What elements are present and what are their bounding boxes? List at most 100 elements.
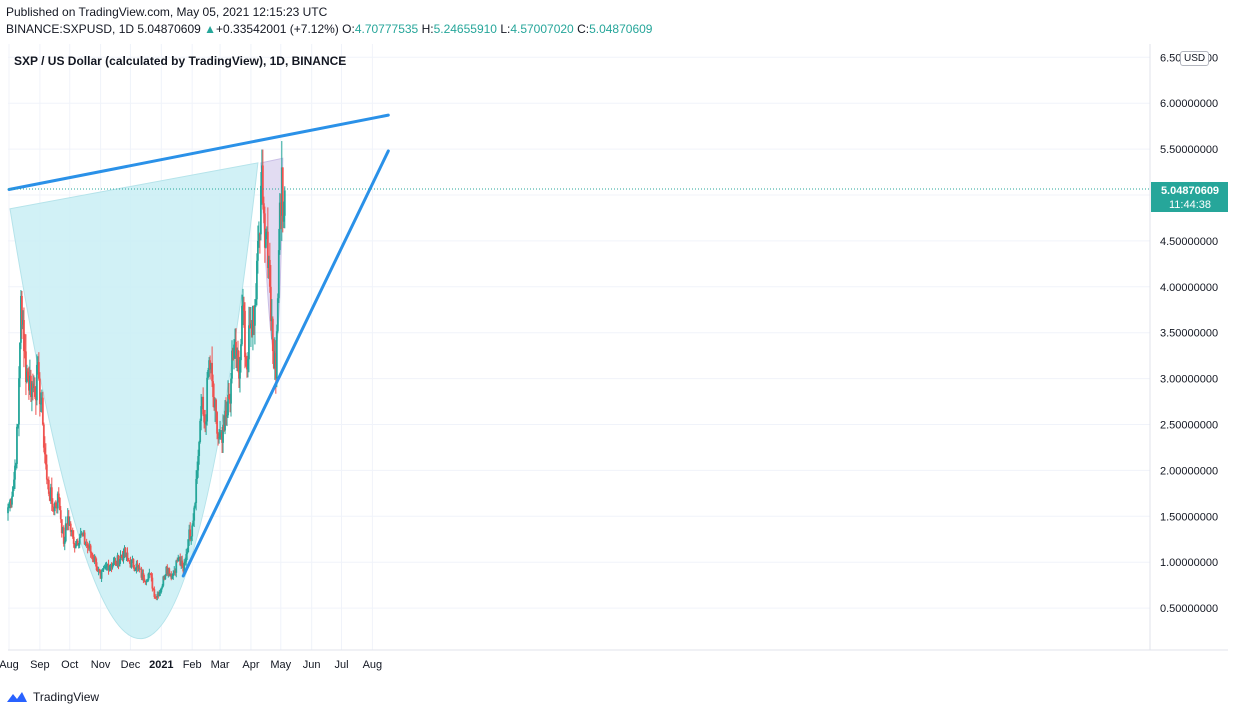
close-label: C: <box>577 22 590 36</box>
candle-body <box>75 540 78 546</box>
change-value: +0.33542001 (+7.12%) <box>216 22 339 36</box>
candle-body <box>117 555 120 567</box>
candle-body <box>222 424 224 443</box>
candle-body <box>249 325 251 328</box>
y-tick-label: 4.00000000 <box>1160 282 1218 294</box>
price-tag-value: 5.04870609 <box>1161 185 1219 197</box>
candle-body <box>254 305 256 326</box>
candle-body <box>113 561 116 563</box>
candle-body <box>138 566 141 569</box>
candle-body <box>233 344 235 358</box>
last-price-tag: 5.04870609 11:44:38 <box>1151 182 1228 212</box>
candle-body <box>54 503 57 507</box>
candle-body <box>259 185 262 235</box>
candle-body <box>19 342 21 379</box>
x-tick-label: Jul <box>334 659 348 671</box>
candle-body <box>126 552 129 558</box>
x-tick-label: Aug <box>0 659 19 671</box>
candle-body <box>238 358 240 379</box>
candle-body <box>118 560 121 567</box>
candle-body <box>39 403 42 405</box>
candle-body <box>60 519 63 534</box>
candle-body <box>10 500 12 505</box>
candle-body <box>251 323 253 336</box>
candle-body <box>194 503 197 508</box>
x-tick-label: Mar <box>211 659 230 671</box>
candle-body <box>84 544 87 546</box>
candle-body <box>280 167 283 216</box>
candle-body <box>87 547 90 549</box>
candle-body <box>7 507 9 514</box>
candle-body <box>262 203 265 214</box>
candle-body <box>270 318 273 322</box>
candle-body <box>72 536 75 544</box>
candle-body <box>244 310 246 358</box>
candle-body <box>29 375 31 391</box>
candle-body <box>176 560 179 562</box>
time-axis[interactable]: Aug Sep Oct Nov Dec 2021 Feb Mar Apr May Jun Jul Aug <box>0 659 382 671</box>
currency-badge[interactable]: USD <box>1180 51 1210 66</box>
candle-body <box>272 351 275 369</box>
candle-body <box>45 464 48 480</box>
candle-body <box>28 378 30 391</box>
countdown-value: 11:44:38 <box>1169 199 1211 211</box>
candles <box>7 141 286 601</box>
tradingview-logo-icon <box>7 692 27 702</box>
candle-body <box>178 557 181 559</box>
candle-body <box>32 386 35 388</box>
candle-body <box>116 555 119 566</box>
candle-body <box>242 305 244 307</box>
x-tick-label: Jun <box>303 659 321 671</box>
candle-body <box>218 437 220 439</box>
candle-body <box>221 432 223 443</box>
published-info: Published on TradingView.com, May 05, 20… <box>6 5 327 19</box>
candle-body <box>109 565 112 567</box>
candle-body <box>99 571 102 579</box>
high-label: H: <box>421 22 434 36</box>
upper-trendline[interactable] <box>7 113 390 191</box>
candle-body <box>95 562 98 571</box>
candle-body <box>100 571 103 579</box>
close-value: 5.04870609 <box>589 22 653 36</box>
candle-body <box>214 399 216 408</box>
candle-body <box>208 360 211 371</box>
candle-body <box>42 424 45 448</box>
last-price: 5.04870609 <box>137 22 201 36</box>
candle-body <box>230 378 232 404</box>
price-axis[interactable]: 6.500000006.000000005.500000005.00000000… <box>1160 52 1218 615</box>
published-text: Published on TradingView.com, May 05, 20… <box>6 5 328 19</box>
candle-body <box>158 592 161 597</box>
candle-body <box>80 533 83 535</box>
candle-body <box>183 563 186 572</box>
trendlines[interactable] <box>7 113 390 578</box>
candle-body <box>278 202 281 251</box>
candle-body <box>137 566 140 568</box>
candle-body <box>122 553 125 561</box>
candle-body <box>223 424 225 431</box>
candle-body <box>27 371 29 379</box>
candle-body <box>41 397 44 425</box>
x-tick-label: Apr <box>242 659 259 671</box>
candle-body <box>82 532 85 536</box>
candle-body <box>17 424 19 427</box>
candle-body <box>232 350 234 358</box>
lower-trendline[interactable] <box>181 149 390 578</box>
price-tag-box <box>1151 182 1228 212</box>
candle-body <box>20 295 22 343</box>
candle-body <box>36 362 39 365</box>
y-tick-label: 3.00000000 <box>1160 374 1218 386</box>
candle-body <box>15 463 17 466</box>
candle-body <box>144 581 147 583</box>
candle-body <box>129 562 132 568</box>
candle-body <box>148 573 151 575</box>
candle-body <box>14 465 16 480</box>
candle-body <box>160 587 163 592</box>
candle-body <box>71 530 74 537</box>
candle-body <box>203 414 206 423</box>
candle-body <box>152 588 155 590</box>
candle-body <box>174 570 177 573</box>
candle-body <box>49 487 52 501</box>
candle-body <box>212 381 214 397</box>
candle-body <box>115 564 118 566</box>
